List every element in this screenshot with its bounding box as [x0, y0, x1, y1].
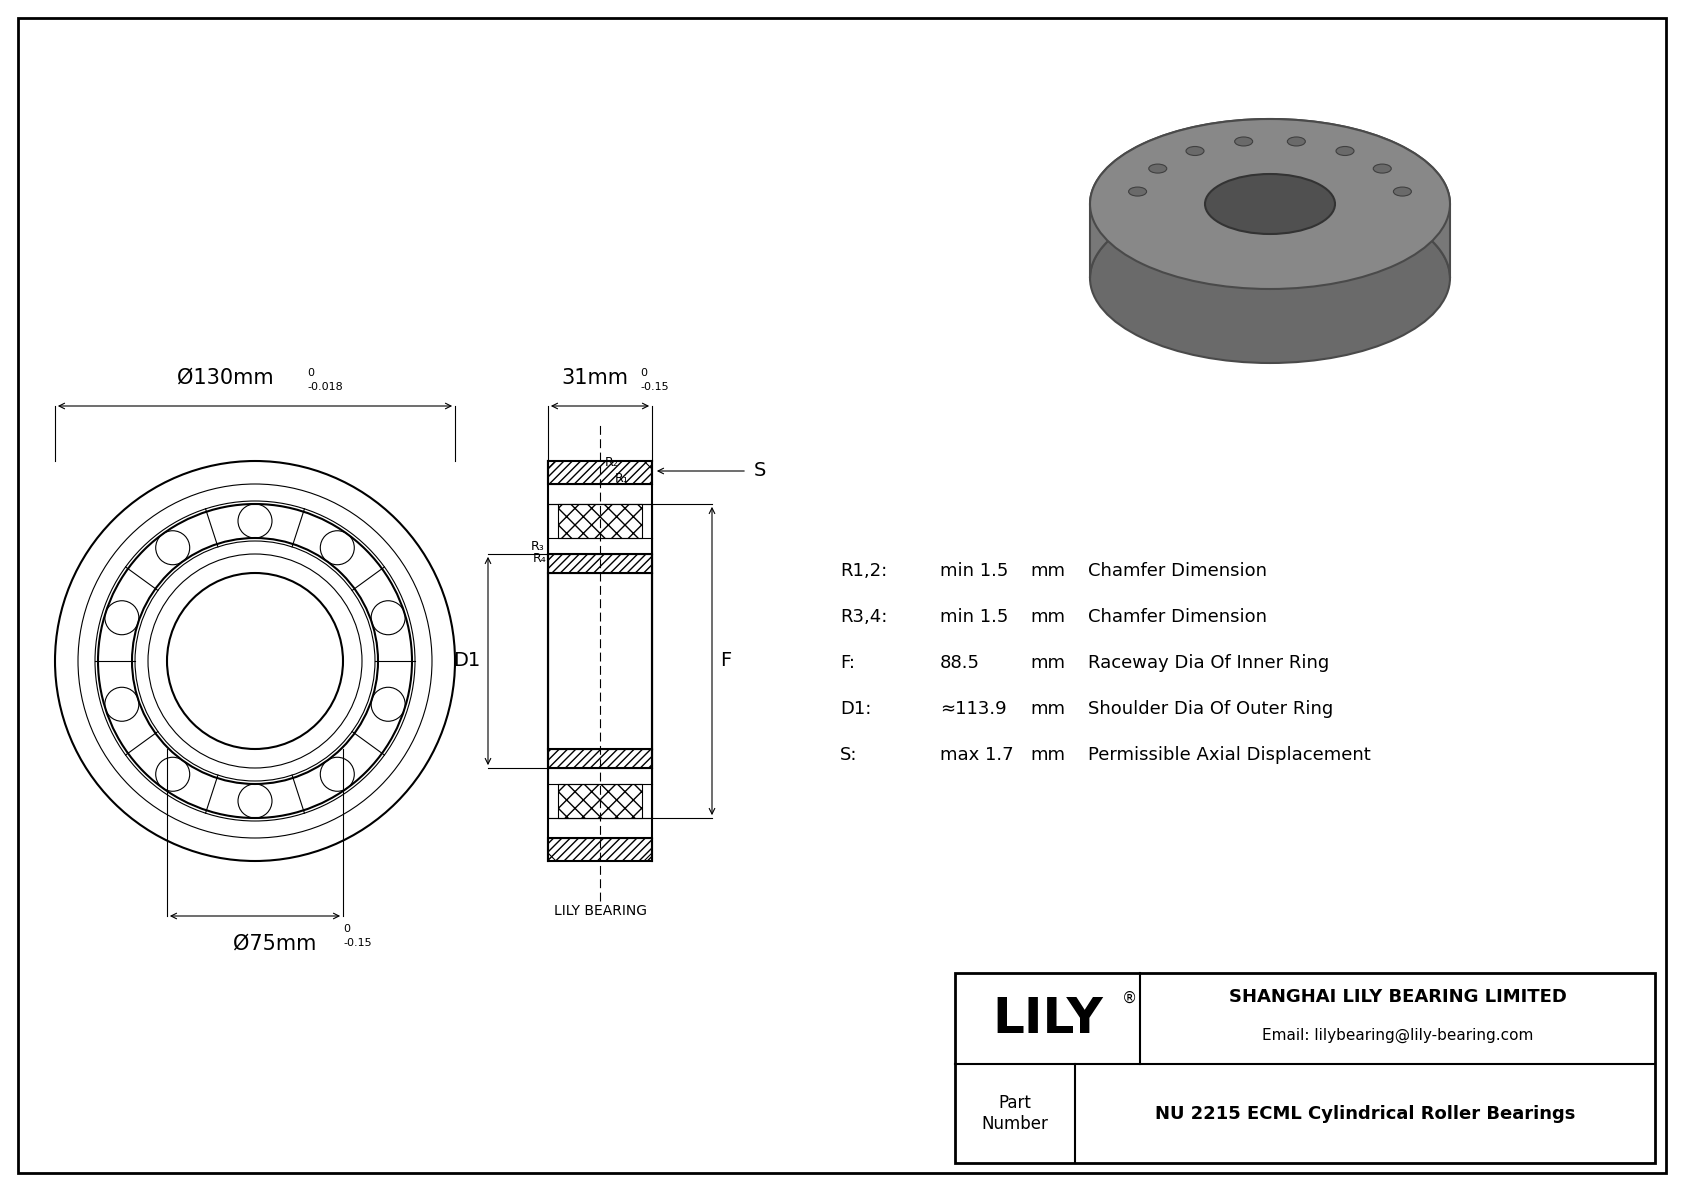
Text: 31mm: 31mm [561, 368, 628, 388]
Text: mm: mm [1031, 607, 1064, 626]
Text: 0: 0 [640, 368, 647, 378]
Text: R₃: R₃ [530, 540, 544, 553]
Ellipse shape [1206, 174, 1335, 233]
Text: R₂: R₂ [605, 455, 618, 468]
Text: -0.15: -0.15 [640, 382, 669, 392]
Text: Ø75mm: Ø75mm [234, 934, 317, 954]
Text: -0.15: -0.15 [344, 939, 372, 948]
Text: Email: lilybearing@lily-bearing.com: Email: lilybearing@lily-bearing.com [1261, 1028, 1532, 1043]
Text: F:: F: [840, 654, 855, 672]
Text: Chamfer Dimension: Chamfer Dimension [1088, 607, 1266, 626]
Ellipse shape [1393, 187, 1411, 197]
Text: R3,4:: R3,4: [840, 607, 887, 626]
Text: 88.5: 88.5 [940, 654, 980, 672]
Ellipse shape [1335, 146, 1354, 156]
Text: D1: D1 [453, 651, 480, 671]
Bar [955, 973, 1655, 1162]
Bar [547, 554, 652, 573]
Bar [547, 838, 652, 861]
Text: Permissible Axial Displacement: Permissible Axial Displacement [1088, 746, 1371, 763]
Ellipse shape [1234, 137, 1253, 146]
Text: S: S [754, 461, 766, 480]
Text: max 1.7: max 1.7 [940, 746, 1014, 763]
Ellipse shape [1372, 164, 1391, 173]
Text: LILY: LILY [992, 994, 1103, 1042]
Bar [559, 504, 642, 538]
Ellipse shape [1090, 193, 1450, 363]
Polygon shape [1090, 119, 1450, 278]
Text: R1,2:: R1,2: [840, 562, 887, 580]
Text: 0: 0 [306, 368, 313, 378]
Text: R₁: R₁ [615, 473, 628, 486]
Text: mm: mm [1031, 562, 1064, 580]
Text: NU 2215 ECML Cylindrical Roller Bearings: NU 2215 ECML Cylindrical Roller Bearings [1155, 1104, 1575, 1123]
Text: Shoulder Dia Of Outer Ring: Shoulder Dia Of Outer Ring [1088, 700, 1334, 718]
Text: min 1.5: min 1.5 [940, 562, 1009, 580]
Text: R₄: R₄ [532, 553, 546, 566]
Text: mm: mm [1031, 700, 1064, 718]
Text: Raceway Dia Of Inner Ring: Raceway Dia Of Inner Ring [1088, 654, 1329, 672]
Bar [559, 784, 642, 818]
Text: S:: S: [840, 746, 857, 763]
Text: ®: ® [1122, 991, 1138, 1006]
Ellipse shape [1287, 137, 1305, 146]
Text: min 1.5: min 1.5 [940, 607, 1009, 626]
Text: mm: mm [1031, 654, 1064, 672]
Text: -0.018: -0.018 [306, 382, 344, 392]
Text: LILY BEARING: LILY BEARING [554, 904, 647, 918]
Text: F: F [721, 651, 731, 671]
Text: ≈113.9: ≈113.9 [940, 700, 1007, 718]
Text: Ø130mm: Ø130mm [177, 368, 273, 388]
Ellipse shape [1148, 164, 1167, 173]
Polygon shape [1206, 174, 1335, 278]
Ellipse shape [1186, 146, 1204, 156]
Ellipse shape [1128, 187, 1147, 197]
Text: Part
Number: Part Number [982, 1095, 1049, 1133]
Text: 0: 0 [344, 924, 350, 934]
Bar [547, 461, 652, 484]
Bar [547, 749, 652, 768]
Bar [547, 504, 652, 818]
Text: Chamfer Dimension: Chamfer Dimension [1088, 562, 1266, 580]
Text: D1:: D1: [840, 700, 871, 718]
Text: SHANGHAI LILY BEARING LIMITED: SHANGHAI LILY BEARING LIMITED [1229, 987, 1566, 1005]
Ellipse shape [1090, 119, 1450, 289]
Text: mm: mm [1031, 746, 1064, 763]
